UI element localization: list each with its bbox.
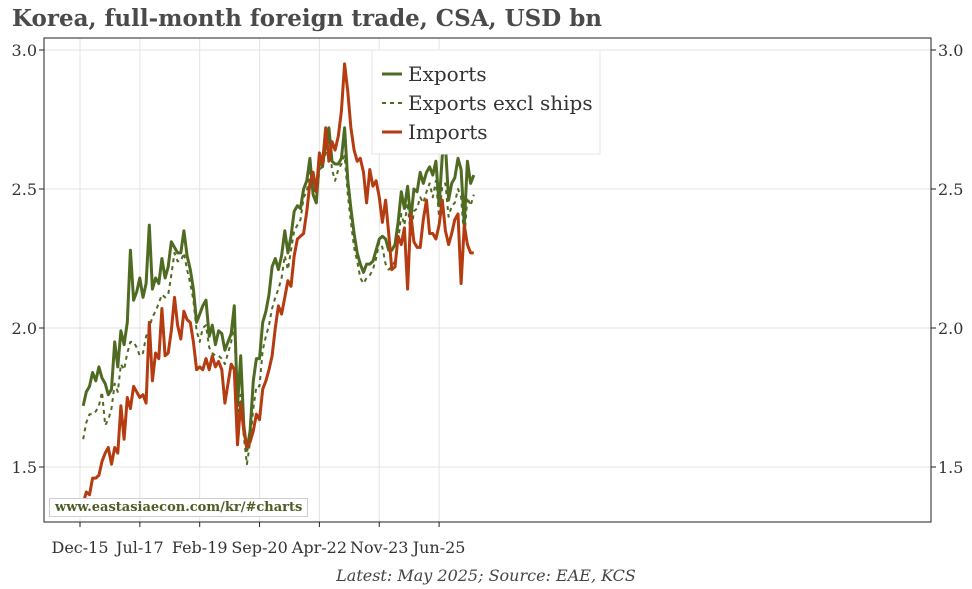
plot-frame (43, 37, 932, 523)
x-tick-label: Nov-23 (350, 538, 408, 557)
x-tick-label: Dec-15 (51, 538, 108, 557)
legend-box (371, 49, 601, 155)
y-tick-label-left: 2.0 (12, 319, 37, 338)
source-note: Latest: May 2025; Source: EAE, KCS (336, 566, 636, 585)
legend-label-imports: Imports (408, 120, 488, 144)
series-group (81, 62, 476, 504)
chart-title: Korea, full-month foreign trade, CSA, US… (12, 5, 602, 32)
legend-label-exports: Exports (408, 62, 487, 86)
y-tick-label-left: 1.5 (12, 458, 37, 477)
grid (44, 38, 931, 522)
legend: Exports Exports excl ships Imports (371, 49, 601, 155)
series-exports-line (81, 126, 476, 452)
series-imports-line (81, 62, 474, 504)
y-tick-label-right: 2.5 (938, 180, 963, 199)
y-tick-label-right: 3.0 (938, 41, 963, 60)
y-tick-label-left: 2.5 (12, 180, 37, 199)
x-tick-label: Jun-25 (411, 538, 466, 557)
x-tick-label: Feb-19 (172, 538, 228, 557)
watermark-link[interactable]: www.eastasiaecon.com/kr/#charts (49, 498, 309, 517)
series-exports-excl-ships-line (82, 135, 475, 466)
y-tick-label-left: 3.0 (12, 41, 37, 60)
x-tick-label: Sep-20 (231, 538, 287, 557)
x-tick-label: Apr-22 (291, 538, 347, 557)
y-tick-label-right: 1.5 (938, 458, 963, 477)
x-tick-label: Jul-17 (114, 538, 164, 557)
y-tick-label-right: 2.0 (938, 319, 963, 338)
legend-label-exports-excl: Exports excl ships (408, 91, 593, 115)
axis-ticks: 1.5 1.5 2.0 2.0 2.5 2.5 3.0 3.0 Dec-15 Jul-17 Feb-… (12, 41, 964, 557)
